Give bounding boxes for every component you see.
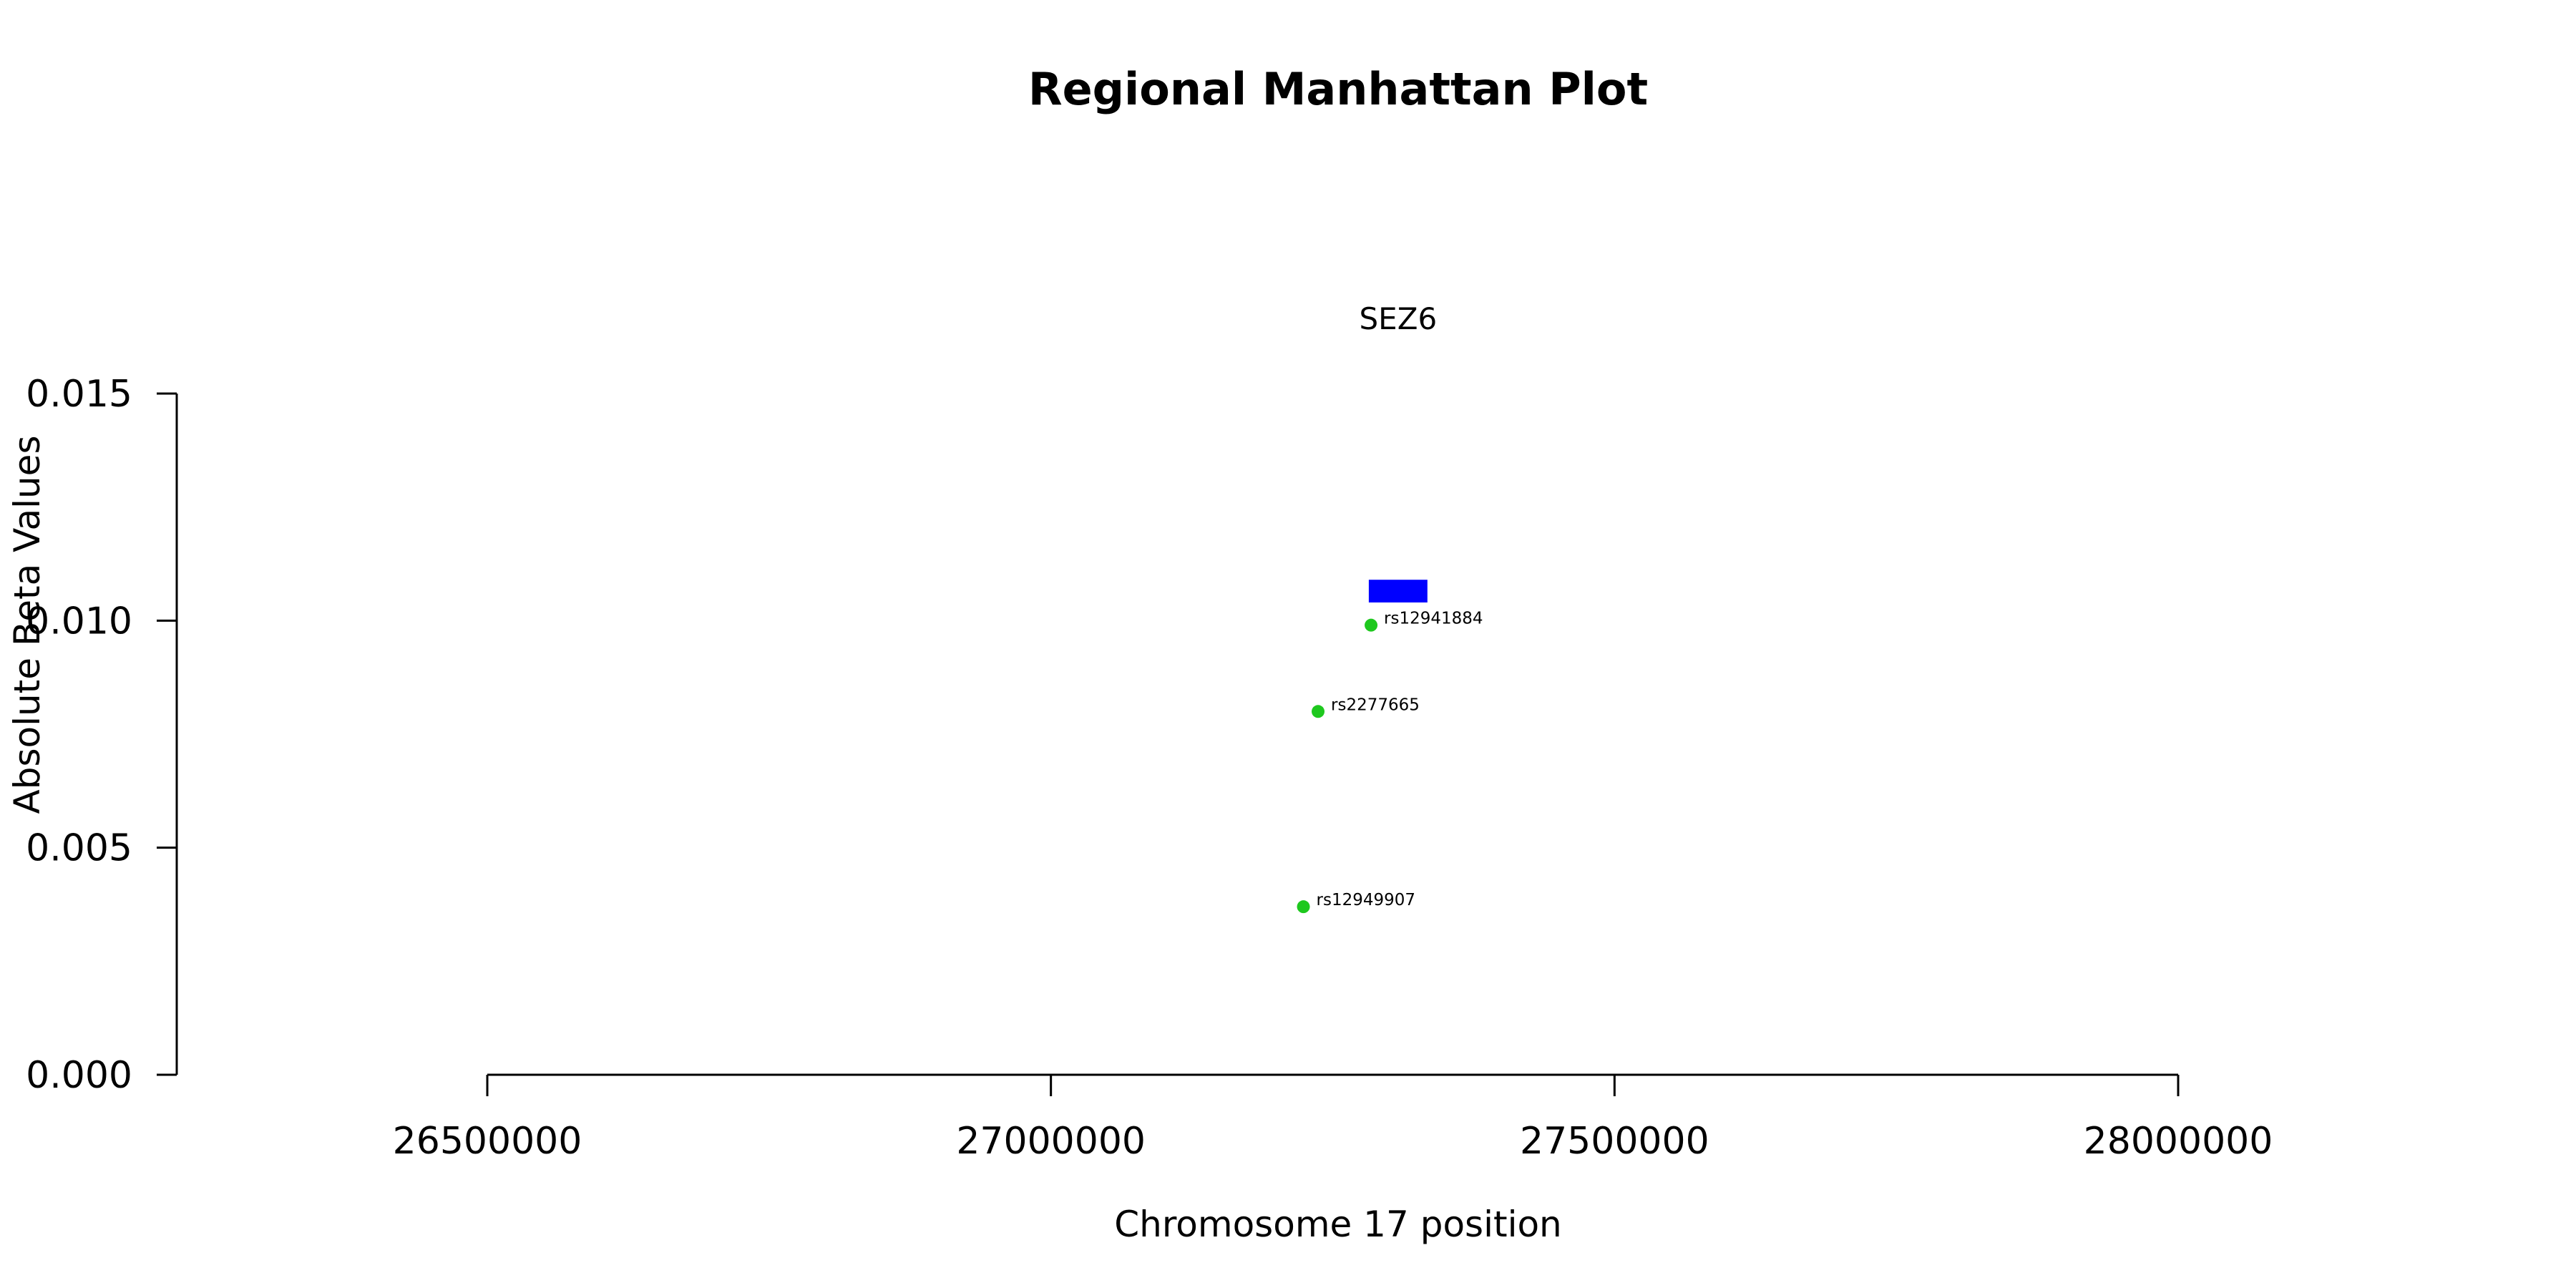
chart-title: Regional Manhattan Plot (1028, 63, 1648, 115)
points-layer: rs12941884 rs2277665 rs12949907 (1297, 610, 1483, 914)
snp-label: rs12941884 (1384, 610, 1483, 628)
x-tick-label: 28000000 (2084, 1120, 2273, 1163)
snp-label: rs2277665 (1331, 696, 1420, 714)
x-tick-label: 26500000 (393, 1120, 582, 1163)
snp-label: rs12949907 (1317, 891, 1416, 909)
y-tick-label: 0.000 (26, 1054, 132, 1097)
x-tick-label: 27000000 (956, 1120, 1146, 1163)
snp-point (1365, 618, 1378, 632)
snp-point (1297, 900, 1310, 914)
y-tick-label: 0.005 (26, 827, 132, 870)
y-tick-label: 0.010 (26, 600, 132, 643)
x-axis: 26500000 27000000 27500000 28000000 (393, 1073, 2273, 1163)
gene-label: SEZ6 (1360, 301, 1438, 336)
y-axis: 0.000 0.005 0.010 0.015 (26, 373, 178, 1097)
x-axis-label: Chromosome 17 position (1114, 1204, 1562, 1245)
y-tick-label: 0.015 (26, 373, 132, 416)
gene-block (1368, 580, 1428, 602)
x-tick-label: 27500000 (1520, 1120, 1709, 1163)
y-axis-label: Absolute Beta Values (6, 436, 48, 814)
gene-layer: SEZ6 (1360, 301, 1438, 602)
snp-point (1312, 705, 1325, 718)
